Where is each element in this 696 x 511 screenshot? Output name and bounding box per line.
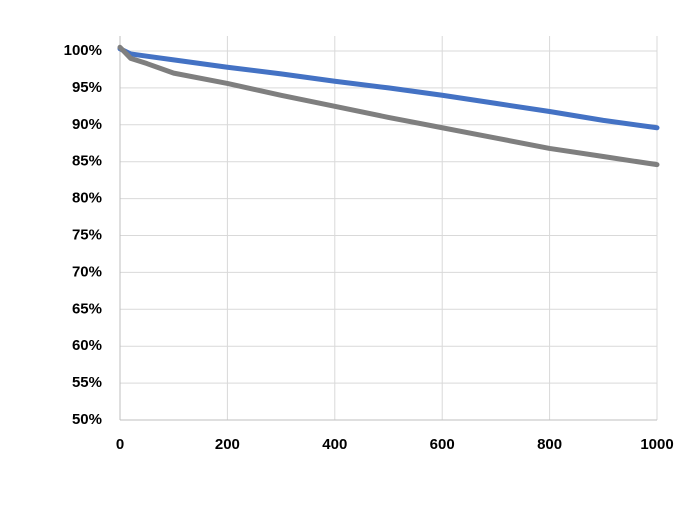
y-tick-label: 75%: [72, 226, 102, 243]
y-tick-label: 65%: [72, 300, 102, 317]
y-tick-label: 100%: [64, 42, 102, 59]
x-tick-label: 800: [537, 436, 562, 453]
x-tick-label: 200: [215, 436, 240, 453]
y-tick-label: 70%: [72, 263, 102, 280]
y-tick-label: 90%: [72, 116, 102, 133]
x-tick-label: 0: [116, 436, 124, 453]
x-tick-label: 400: [322, 436, 347, 453]
y-tick-label: 85%: [72, 153, 102, 170]
x-tick-label: 600: [430, 436, 455, 453]
y-tick-label: 60%: [72, 337, 102, 354]
y-tick-label: 50%: [72, 411, 102, 428]
y-tick-label: 80%: [72, 190, 102, 207]
x-tick-label: 1000: [640, 436, 673, 453]
y-tick-label: 55%: [72, 374, 102, 391]
y-tick-label: 95%: [72, 79, 102, 96]
line-series: [117, 46, 660, 131]
line-series: [117, 44, 660, 168]
